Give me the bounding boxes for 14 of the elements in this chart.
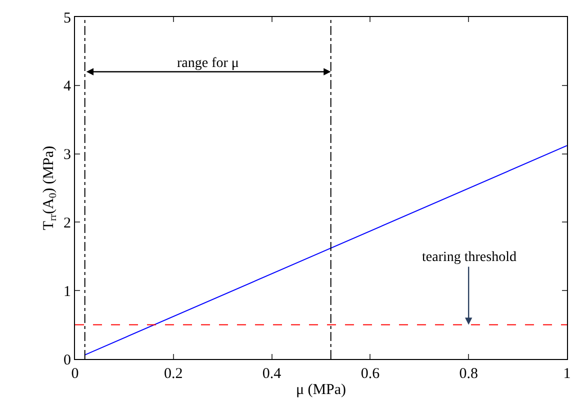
annotation: range for μ <box>177 56 239 71</box>
y-tick-label: 1 <box>64 284 71 300</box>
y-tick-label: 2 <box>64 215 71 232</box>
annotation: tearing threshold <box>422 250 516 265</box>
y-tick-label: 4 <box>64 78 72 95</box>
x-axis-title: μ (MPa) <box>296 382 346 398</box>
x-tick-label: 0.2 <box>164 366 183 382</box>
x-tick-label: 0.4 <box>262 366 282 382</box>
x-tick-label: 0.6 <box>360 366 380 382</box>
x-tick-label: 0.8 <box>459 366 478 382</box>
y-tick-label: 3 <box>64 147 71 164</box>
x-tick-label: 1 <box>563 366 571 382</box>
y-tick-label: 0 <box>64 352 71 368</box>
y-tick-label: 5 <box>64 10 71 26</box>
